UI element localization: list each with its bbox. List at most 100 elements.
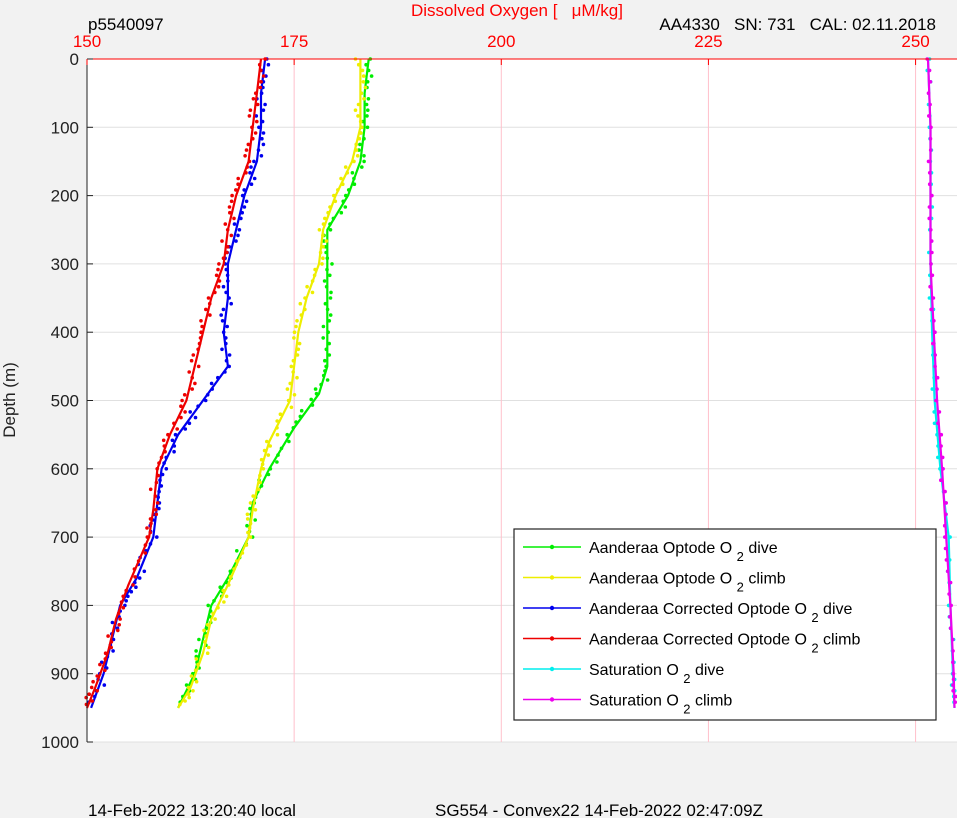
series-5-point (949, 603, 953, 608)
series-1-point (205, 623, 210, 627)
series-3-point (247, 114, 252, 118)
series-2-point (219, 313, 223, 317)
series-5-point (939, 432, 944, 437)
series-5-point (933, 353, 937, 357)
series-2-point (263, 102, 267, 107)
series-1-point (248, 535, 253, 539)
y-tick-label-8: 800 (51, 596, 79, 615)
series-3-point (175, 427, 179, 431)
legend-box (513, 528, 937, 721)
legend-swatch-marker-5 (549, 697, 555, 702)
series-3-point (217, 279, 222, 283)
series-2-point (252, 159, 256, 164)
series-3-point (119, 600, 124, 604)
series-3-point (148, 487, 153, 492)
series-3-point (227, 205, 232, 209)
series-2-point (224, 267, 229, 272)
series-2-point (261, 108, 266, 112)
series-1-point (202, 628, 206, 633)
series-2-point (224, 341, 228, 346)
series-1-point (321, 222, 326, 226)
series-2-point (142, 569, 147, 574)
series-2-point (137, 576, 142, 580)
series-1-point (248, 521, 253, 526)
series-2-point (134, 585, 138, 589)
series-1-point (186, 692, 191, 696)
series-1-point (356, 62, 361, 67)
series-5-point (929, 228, 933, 232)
series-2-point (111, 637, 116, 642)
series-2-point (229, 301, 233, 306)
legend-entry-2: Aanderaa Corrected Optode O 2 dive (523, 601, 852, 625)
series-1-point (194, 679, 199, 684)
series-1-point (292, 330, 297, 335)
series-2-point (124, 599, 128, 603)
series-0-point (324, 250, 328, 255)
series-1-point (358, 119, 363, 124)
series-5-point (929, 239, 934, 243)
series-0-point (364, 62, 368, 67)
series-2-point (256, 148, 261, 152)
series-2-point (157, 489, 161, 494)
series-3-point (204, 307, 208, 312)
series-1-point (216, 605, 220, 610)
series-3-point (183, 410, 187, 414)
series-3-point (214, 273, 219, 278)
series-5-point (951, 660, 955, 665)
series-3-point (255, 102, 260, 107)
series-3-point (156, 473, 160, 478)
series-1-point (259, 457, 264, 462)
series-0-point (319, 382, 323, 387)
series-1-point (205, 651, 210, 655)
series-1-point (204, 634, 208, 638)
series-5-point (936, 421, 940, 426)
series-2-point (196, 404, 200, 409)
series-5-point (927, 182, 932, 186)
series-0-point (365, 125, 370, 130)
x-axis-label: Dissolved Oxygen [ μM/kg] (411, 1, 623, 20)
series-1-point (310, 290, 315, 295)
series-3-point (216, 284, 221, 289)
series-1-point (228, 575, 233, 579)
series-1-point (206, 645, 211, 650)
series-5-point (927, 114, 931, 118)
series-1-point (258, 480, 263, 485)
series-1-point (356, 102, 361, 107)
series-1-point (256, 487, 261, 492)
series-0-point (360, 165, 364, 169)
series-3-point (196, 347, 200, 352)
series-3-point (223, 222, 228, 226)
series-0-point (327, 353, 332, 357)
series-0-point (218, 585, 222, 589)
series-2-point (187, 421, 192, 426)
series-0-point (291, 426, 296, 430)
series-3-point (159, 455, 164, 460)
series-3-point (131, 583, 135, 587)
series-3-point (199, 319, 203, 323)
series-1-point (251, 494, 255, 498)
series-2-point (221, 307, 226, 312)
series-5-point (943, 489, 947, 494)
y-tick-label-7: 700 (51, 528, 79, 547)
series-0-point (245, 523, 249, 528)
series-1-point (247, 526, 252, 530)
series-1-point (294, 324, 298, 329)
series-5-point (951, 689, 955, 693)
series-2-point (164, 467, 169, 471)
series-3-point (244, 148, 249, 152)
series-5-point (947, 592, 951, 596)
series-2-point (260, 136, 264, 141)
series-1-point (360, 68, 365, 73)
y-tick-label-6: 600 (51, 460, 79, 479)
series-5-point (939, 478, 943, 483)
series-2-point (236, 233, 240, 238)
series-3-point (106, 634, 110, 638)
series-0-point (313, 387, 318, 391)
series-1-point (295, 319, 299, 323)
series-3-point (143, 543, 148, 547)
series-5-point (945, 569, 950, 574)
series-1-point (222, 600, 226, 604)
legend-label-2: Aanderaa Corrected Optode O 2 dive (589, 601, 852, 625)
series-0-point (298, 414, 303, 419)
series-3-point (196, 364, 201, 369)
